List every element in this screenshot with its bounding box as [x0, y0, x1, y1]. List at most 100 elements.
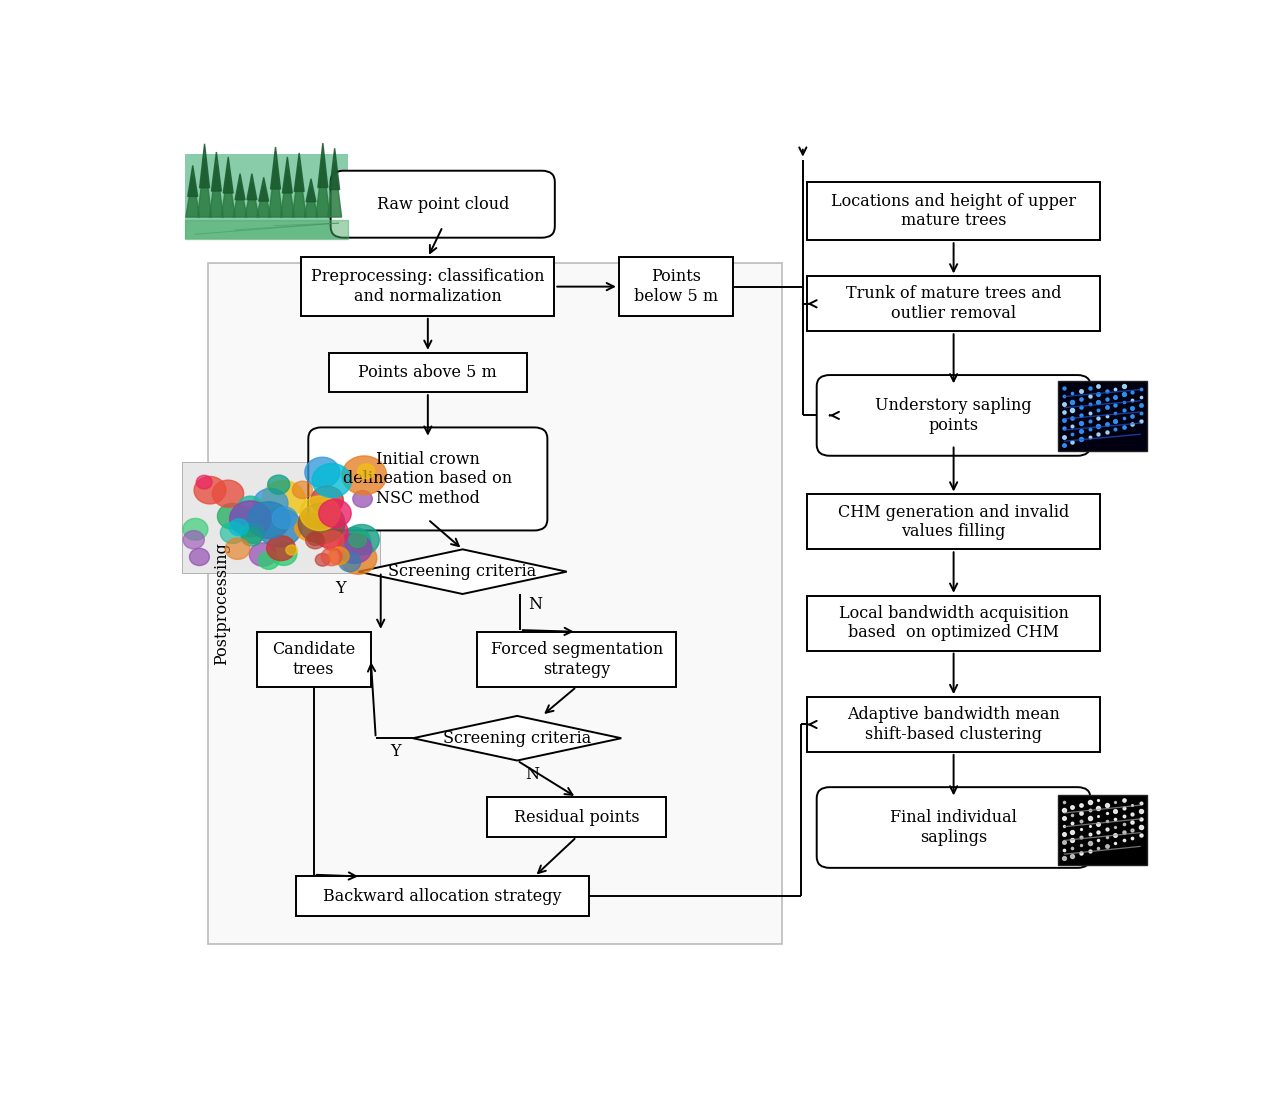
Circle shape — [338, 534, 371, 563]
FancyBboxPatch shape — [301, 258, 554, 316]
Text: Preprocessing: classification
and normalization: Preprocessing: classification and normal… — [311, 269, 544, 304]
Polygon shape — [280, 169, 294, 217]
Circle shape — [238, 496, 262, 518]
Circle shape — [306, 533, 325, 549]
Bar — [182, 462, 380, 573]
FancyBboxPatch shape — [330, 171, 554, 237]
Polygon shape — [247, 174, 257, 200]
Circle shape — [259, 552, 279, 570]
Circle shape — [344, 524, 379, 555]
FancyBboxPatch shape — [808, 697, 1100, 752]
Circle shape — [312, 464, 352, 497]
Text: Screening criteria: Screening criteria — [388, 563, 536, 580]
Circle shape — [212, 481, 243, 507]
FancyBboxPatch shape — [257, 632, 371, 687]
Polygon shape — [236, 174, 244, 200]
Circle shape — [311, 486, 343, 514]
Circle shape — [305, 457, 339, 487]
Circle shape — [218, 503, 247, 530]
FancyBboxPatch shape — [308, 427, 548, 531]
FancyBboxPatch shape — [297, 876, 589, 915]
Circle shape — [273, 507, 297, 529]
Text: Postprocessing: Postprocessing — [212, 542, 230, 665]
Polygon shape — [330, 148, 339, 190]
Circle shape — [315, 553, 330, 566]
Polygon shape — [200, 144, 210, 187]
Circle shape — [307, 532, 323, 545]
Circle shape — [342, 456, 387, 495]
Polygon shape — [186, 176, 200, 217]
Text: Adaptive bandwidth mean
shift-based clustering: Adaptive bandwidth mean shift-based clus… — [847, 706, 1060, 743]
Circle shape — [321, 547, 342, 565]
Polygon shape — [294, 153, 305, 192]
Polygon shape — [269, 161, 283, 217]
Circle shape — [300, 496, 339, 531]
Circle shape — [321, 531, 344, 551]
Circle shape — [357, 464, 375, 478]
Circle shape — [220, 522, 244, 543]
Circle shape — [230, 507, 259, 532]
Circle shape — [349, 533, 366, 547]
Circle shape — [285, 545, 297, 555]
Circle shape — [229, 518, 248, 535]
Circle shape — [329, 547, 349, 564]
Circle shape — [242, 523, 265, 543]
FancyBboxPatch shape — [808, 182, 1100, 240]
Text: Y: Y — [335, 580, 346, 598]
Circle shape — [250, 543, 276, 566]
Polygon shape — [270, 147, 280, 190]
Text: Backward allocation strategy: Backward allocation strategy — [324, 888, 562, 904]
Text: Y: Y — [390, 743, 401, 759]
FancyBboxPatch shape — [817, 787, 1091, 867]
Bar — [1057, 795, 1147, 865]
FancyBboxPatch shape — [808, 277, 1100, 331]
Polygon shape — [233, 183, 247, 217]
Circle shape — [338, 527, 371, 555]
Polygon shape — [358, 550, 567, 594]
FancyBboxPatch shape — [817, 375, 1091, 456]
Text: N: N — [527, 595, 541, 613]
FancyBboxPatch shape — [618, 258, 733, 316]
Circle shape — [298, 503, 344, 543]
FancyBboxPatch shape — [477, 632, 676, 687]
Circle shape — [241, 527, 262, 546]
Circle shape — [196, 475, 212, 489]
Circle shape — [319, 500, 351, 527]
Circle shape — [294, 513, 328, 541]
Circle shape — [257, 508, 302, 546]
Circle shape — [229, 501, 271, 536]
Polygon shape — [197, 158, 211, 217]
FancyBboxPatch shape — [329, 352, 527, 392]
Polygon shape — [259, 177, 269, 201]
Bar — [207, 262, 782, 944]
Bar — [1057, 381, 1147, 452]
Polygon shape — [244, 183, 259, 217]
Polygon shape — [283, 157, 292, 193]
Polygon shape — [328, 162, 342, 217]
Bar — [184, 154, 348, 239]
Circle shape — [312, 516, 348, 547]
Circle shape — [183, 518, 207, 540]
Circle shape — [247, 502, 291, 539]
Text: Forced segmentation
strategy: Forced segmentation strategy — [490, 641, 663, 678]
Polygon shape — [211, 152, 221, 191]
Text: Local bandwidth acquisition
based  on optimized CHM: Local bandwidth acquisition based on opt… — [838, 604, 1069, 641]
Circle shape — [266, 535, 296, 561]
Polygon shape — [305, 186, 317, 217]
Circle shape — [353, 491, 372, 507]
Text: Points
below 5 m: Points below 5 m — [634, 269, 718, 304]
Circle shape — [270, 543, 297, 565]
Circle shape — [292, 482, 312, 498]
Text: Candidate
trees: Candidate trees — [273, 641, 356, 678]
Text: N: N — [525, 766, 539, 783]
Polygon shape — [257, 185, 270, 217]
Circle shape — [189, 549, 210, 565]
Text: Initial crown
delineation based on
NSC method: Initial crown delineation based on NSC m… — [343, 450, 512, 507]
Polygon shape — [316, 158, 330, 217]
Circle shape — [262, 481, 305, 518]
Polygon shape — [210, 165, 223, 217]
Text: Points above 5 m: Points above 5 m — [358, 363, 497, 381]
Polygon shape — [223, 157, 233, 193]
FancyBboxPatch shape — [808, 494, 1100, 550]
Polygon shape — [317, 143, 328, 187]
